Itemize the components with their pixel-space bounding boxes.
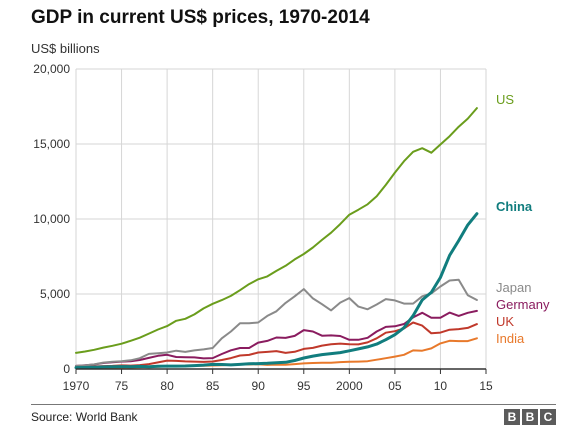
- bbc-logo-letter-3: C: [540, 409, 556, 425]
- x-tick-label-7: 05: [388, 379, 402, 393]
- y-tick-label-1: 5,000: [40, 287, 70, 301]
- x-tick-label-9: 15: [479, 379, 493, 393]
- x-tick-label-2: 80: [160, 379, 174, 393]
- x-tick-label-4: 90: [252, 379, 266, 393]
- y-axis-unit-label: US$ billions: [31, 41, 100, 56]
- x-tick-label-1: 75: [115, 379, 129, 393]
- series-label-uk: UK: [496, 314, 514, 329]
- bbc-logo-letter-1: B: [504, 409, 520, 425]
- series-line-uk: [75, 321, 478, 369]
- bbc-logo: B B C: [504, 409, 556, 425]
- chart-title: GDP in current US$ prices, 1970-2014: [31, 7, 370, 28]
- bbc-logo-letter-2: B: [522, 409, 538, 425]
- series-line-us: [75, 107, 478, 354]
- series-line-japan: [75, 278, 478, 367]
- y-tick-label-2: 10,000: [33, 212, 70, 226]
- y-tick-label-0: 0: [63, 362, 70, 376]
- source-note: Source: World Bank: [31, 410, 138, 424]
- x-tick-label-5: 95: [297, 379, 311, 393]
- series-label-india: India: [496, 331, 525, 346]
- footer-divider: [31, 404, 556, 405]
- series-label-china: China: [496, 199, 533, 214]
- x-tick-label-6: 2000: [336, 379, 363, 393]
- series-label-germany: Germany: [496, 297, 550, 312]
- y-tick-label-4: 20,000: [33, 62, 70, 76]
- series-label-japan: Japan: [496, 280, 531, 295]
- y-tick-label-3: 15,000: [33, 137, 70, 151]
- x-tick-label-0: 1970: [63, 379, 90, 393]
- x-tick-label-8: 10: [434, 379, 448, 393]
- x-tick-label-3: 85: [206, 379, 220, 393]
- series-label-us: US: [496, 92, 514, 107]
- series-line-china: [74, 212, 479, 370]
